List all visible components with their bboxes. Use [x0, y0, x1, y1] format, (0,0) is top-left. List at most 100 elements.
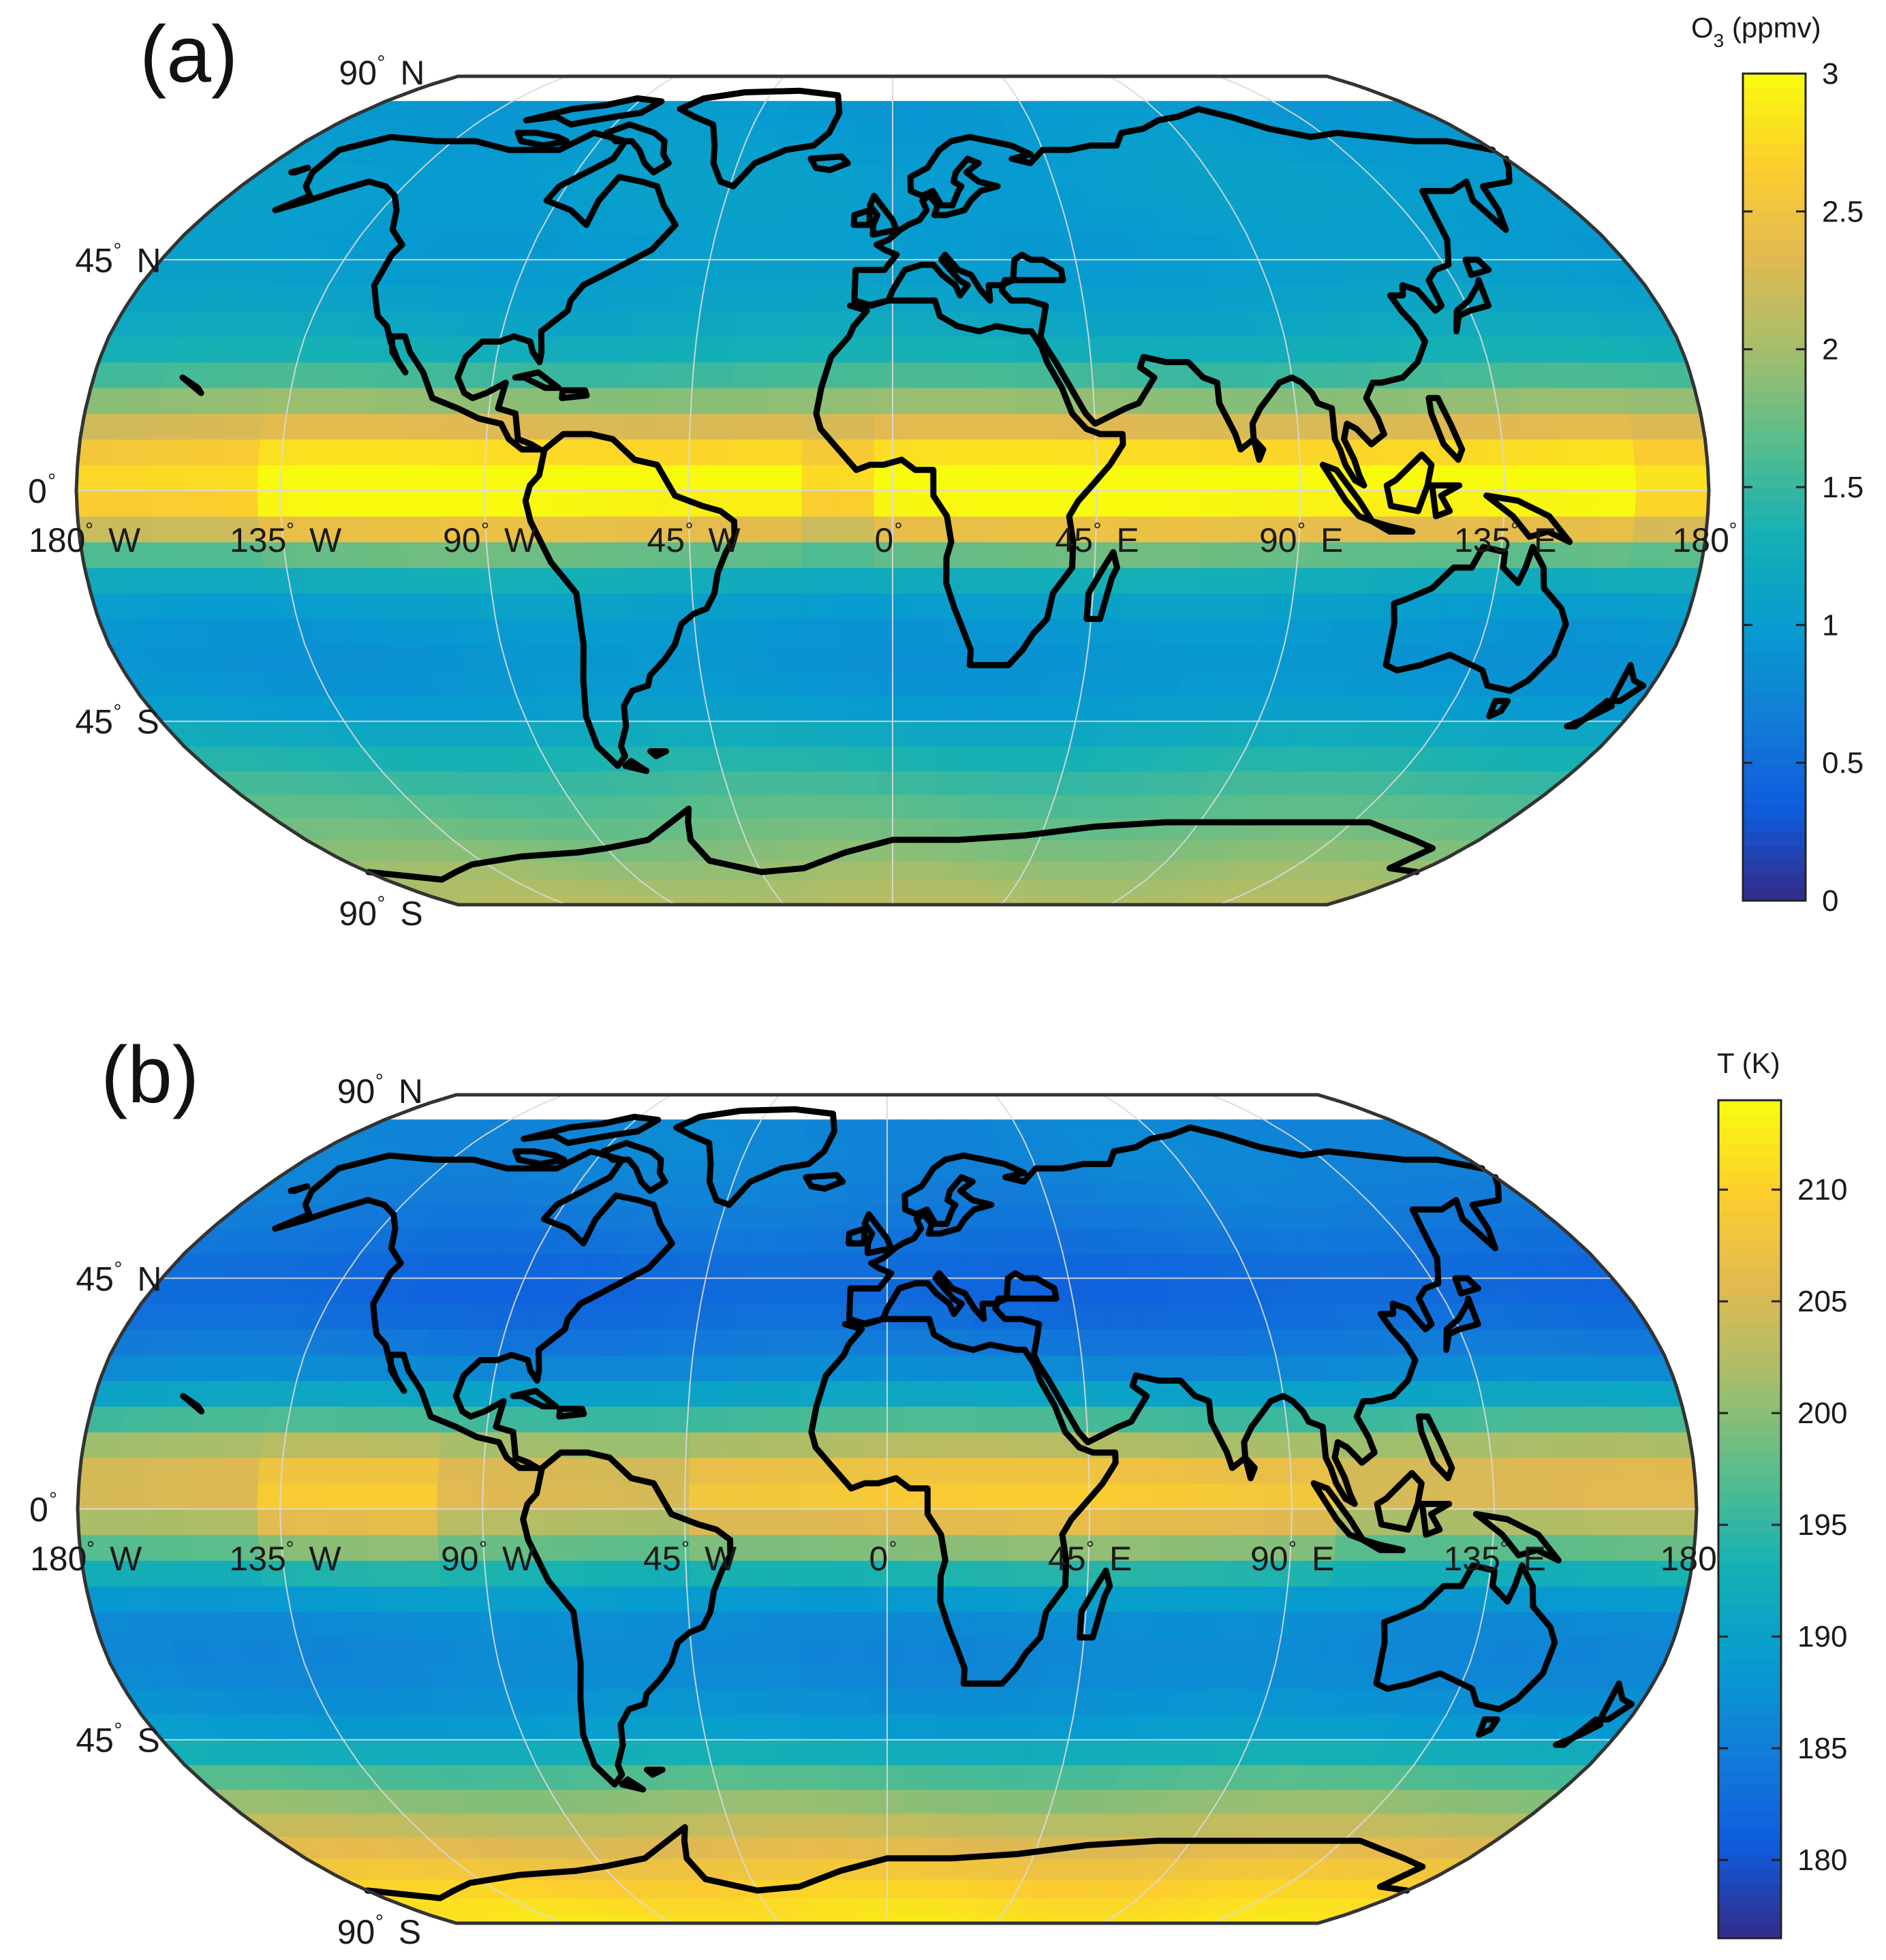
colorbar-frame: [1717, 1099, 1782, 1940]
grid-cell: [738, 285, 776, 311]
grid-cell: [831, 860, 860, 880]
colorbar-segment: [1743, 735, 1806, 750]
coastline: [846, 1225, 868, 1247]
grid-cell: [751, 1788, 788, 1814]
colorbar-segment: [1718, 1309, 1781, 1324]
grid-cell: [903, 101, 930, 121]
colorbar-segment: [1718, 1826, 1781, 1841]
colorbar-segment: [1743, 349, 1806, 364]
grid-cell: [151, 541, 193, 568]
grid-cell: [1439, 593, 1481, 620]
grid-cell: [407, 567, 448, 594]
grid-cell: [1551, 1482, 1590, 1510]
colorbar-segment: [1743, 101, 1806, 116]
grid-cell: [735, 310, 773, 337]
grid-cell: [1263, 1508, 1301, 1536]
grid-cell: [444, 1380, 485, 1407]
grid-cell: [1269, 413, 1309, 440]
grid-cell: [904, 1534, 942, 1561]
grid-cell: [1261, 1431, 1300, 1459]
grid-cell: [1084, 1508, 1122, 1536]
grid-cell: [558, 1328, 600, 1356]
grid-cell: [619, 1585, 658, 1613]
grid-cell: [820, 794, 852, 819]
grid-cell: [961, 794, 995, 819]
grid-cell: [1141, 1662, 1181, 1690]
grid-cell: [185, 1482, 223, 1510]
colorbar-segment: [1743, 307, 1806, 322]
grid-cell: [1154, 1559, 1192, 1587]
grid-cell: [635, 285, 676, 311]
grid-cell: [257, 490, 296, 517]
grid-cell: [904, 1585, 942, 1613]
coastline: [288, 1183, 311, 1194]
grid-cell: [1373, 567, 1414, 594]
grid-cell: [1540, 1585, 1583, 1613]
grid-cell: [1249, 1636, 1290, 1664]
grid-cell: [1585, 1534, 1624, 1561]
colorbar-tick-label: 2: [1822, 333, 1838, 367]
grid-cell: [904, 120, 933, 142]
grid-cell: [904, 1559, 942, 1587]
coastline: [1452, 1275, 1481, 1297]
colorbar-segment: [1718, 1184, 1781, 1199]
grid-cell: [121, 1585, 164, 1613]
grid-cell: [1469, 1405, 1511, 1433]
lat-label-90s-value: 90: [339, 895, 377, 933]
grid-cell: [258, 1457, 297, 1484]
grid-cell: [1671, 490, 1709, 517]
grid-cell: [491, 644, 534, 671]
grid-cell: [925, 1835, 957, 1859]
colorbar-segment: [1743, 666, 1806, 681]
grid-cell: [641, 259, 682, 286]
grid-cell: [519, 1636, 560, 1664]
grid-cell: [798, 1611, 835, 1638]
grid-cell: [980, 593, 1018, 620]
colorbar-segment: [1743, 377, 1806, 392]
panel-label: (a): [140, 10, 238, 99]
grid-cell: [1017, 387, 1055, 414]
lat-label-45n-hemisphere: N: [136, 241, 161, 279]
grid-cell: [756, 770, 792, 796]
colorbar-tick-label: 180: [1797, 1844, 1847, 1877]
lat-label-45s-value: 45: [75, 703, 113, 741]
grid-cell: [1415, 516, 1455, 543]
grid-cell: [185, 490, 223, 517]
grid-cell: [677, 1739, 716, 1766]
grid-cell: [899, 1138, 927, 1160]
grid-cell: [627, 336, 667, 363]
grid-cell: [1118, 618, 1158, 645]
colorbar-segment: [1743, 225, 1806, 240]
colorbar-segment: [1718, 1771, 1781, 1786]
grid-cell: [1341, 541, 1381, 568]
grid-cell: [328, 1482, 367, 1510]
grid-cell: [839, 1764, 873, 1790]
grid-cell: [1120, 1482, 1158, 1510]
colorbar-segment: [1743, 362, 1806, 377]
grid-cell: [844, 1812, 874, 1837]
grid-cell: [1159, 387, 1199, 414]
grid-cell: [905, 817, 935, 841]
colorbar-segment: [1718, 1380, 1781, 1395]
grid-cell: [1120, 1508, 1158, 1536]
grid-cell: [910, 541, 948, 568]
grid-cell: [1010, 1405, 1048, 1433]
grid-cell: [587, 387, 626, 414]
grid-cell: [698, 618, 737, 645]
colorbar-segment: [1718, 1100, 1781, 1115]
degree-sign: °: [48, 470, 56, 493]
grid-cell: [1474, 593, 1517, 620]
grid-cell: [1598, 464, 1637, 491]
grid-cell: [632, 1303, 673, 1330]
grid-cell: [330, 490, 368, 517]
grid-cell: [437, 1508, 475, 1536]
grid-cell: [704, 1713, 743, 1741]
grid-cell: [715, 1228, 753, 1254]
grid-cell: [584, 1585, 623, 1613]
grid-cell: [480, 1611, 521, 1638]
grid-cell: [187, 541, 229, 568]
lat-label-90n-hemisphere: N: [399, 1072, 423, 1110]
grid-cell: [632, 1688, 673, 1715]
degree-sign: °: [375, 1070, 384, 1093]
